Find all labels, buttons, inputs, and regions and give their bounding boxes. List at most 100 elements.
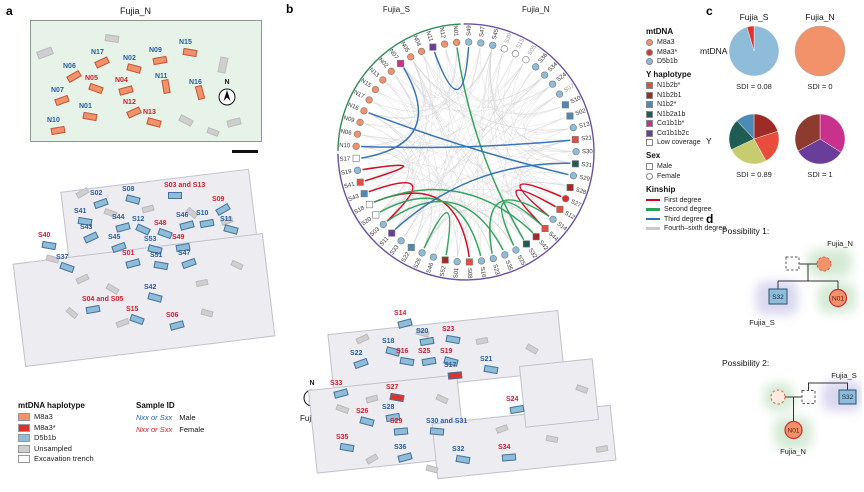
sample-node-S26 <box>418 249 426 257</box>
grave-label: S48 <box>154 220 167 227</box>
grave-label: S01 <box>122 250 135 257</box>
y-haplotype-swatch <box>646 110 653 118</box>
kinship-link-distant <box>403 67 571 141</box>
kinship-link-distant <box>379 49 492 107</box>
legend-item: M8a3 <box>18 413 128 421</box>
kinship-link-distant <box>394 74 441 253</box>
grave-label: N13 <box>143 109 156 116</box>
kinship-link-distant <box>457 70 533 257</box>
grave-label: S19 <box>440 348 453 355</box>
grave-label: N11 <box>155 73 168 80</box>
sdi-y-fujia-n: SDI = 1 <box>807 170 833 179</box>
sample-label-N05: N05 <box>399 41 410 54</box>
pedigree-lines <box>777 263 839 289</box>
kinship-link-degree-1 <box>362 164 405 182</box>
kinship-link-distant <box>361 63 524 147</box>
grave-label: N04 <box>115 77 128 84</box>
kinship-link-distant <box>480 204 542 257</box>
grave-label: S12 <box>132 216 145 223</box>
fujia-n-region-label: Fujia_N <box>780 447 806 456</box>
sample-node-S28 <box>566 183 574 191</box>
grave-label: N02 <box>123 55 136 62</box>
kinship-link-distant <box>527 117 569 136</box>
sample-label-S46: S46 <box>426 261 435 274</box>
scale-bar <box>232 150 258 153</box>
legend-label: M8a3* <box>34 422 56 432</box>
fujia-s-burial-map-panel-a: S02 S08 S03 and S13 S09 S41 S44 S12 S10 S11 S43 S4… <box>12 168 278 390</box>
grave-label: N10 <box>47 117 60 124</box>
compass-letter: N <box>224 79 230 86</box>
grave-rect <box>82 111 98 122</box>
kinship-link-distant <box>510 63 571 164</box>
sample-id-male-row: Nxx or Sxx Male <box>136 413 266 422</box>
kinship-link-distant <box>361 78 542 159</box>
sample-label-S45: S45 <box>492 28 501 40</box>
grave-label: S53 <box>144 236 157 243</box>
grave-label: S20 <box>416 328 429 335</box>
legend-label: Excavation trench <box>34 454 94 464</box>
individual-s32-symbol <box>838 389 857 405</box>
legend-item: Male <box>646 163 730 170</box>
grave-label: S34 <box>498 444 511 451</box>
pie-slice <box>753 131 780 162</box>
excavation-trench <box>12 233 276 367</box>
sample-label-S32: S32 <box>527 248 538 261</box>
sample-label-S19: S19 <box>341 169 353 177</box>
kinship-link-degree-2 <box>386 200 504 251</box>
legend-item: N1b2* <box>646 101 730 108</box>
unsampled-grave <box>226 117 242 128</box>
haplotype-swatch <box>18 413 30 421</box>
sample-label-S42: S42 <box>537 240 549 253</box>
kinship-link-distant <box>518 172 569 226</box>
kinship-link-distant <box>497 53 561 115</box>
column-header-fujia-n: Fujia_N <box>805 12 835 22</box>
sample-id-male-word: Male <box>179 413 196 422</box>
sample-node-S31 <box>571 160 579 168</box>
grave-rect <box>501 453 517 462</box>
panel-c-label: c <box>706 4 713 18</box>
panel-a-label: a <box>6 4 13 18</box>
sample-label-S20: S20 <box>361 216 374 227</box>
sample-node-S14 <box>549 215 557 223</box>
sample-node-S05 <box>522 56 530 64</box>
legend-item: N1b2b* <box>646 82 730 89</box>
grave-rect <box>429 427 445 436</box>
fujia-n-excavation-map: N N17 N02 N09 N15 N06 N05 N04 N11 N16 N07 N01 N12 N1… <box>30 20 262 142</box>
grave-label: S23 <box>442 326 455 333</box>
panel-b-legend: mtDNA M8a3 M8a3* D5b1b Y haplotype N1b2b* N1b2… <box>646 22 730 235</box>
sample-label-S28: S28 <box>575 187 588 196</box>
n01-label: N01 <box>832 296 844 303</box>
sample-label-N07: N07 <box>388 48 400 61</box>
row-header-mtdna: mtDNA <box>700 46 728 56</box>
kinship-link-distant <box>379 78 542 213</box>
fujia-s-arc <box>337 23 595 281</box>
legend-label: N1b2b* <box>657 82 681 89</box>
grave-rect <box>393 427 409 436</box>
legend-item: First degree <box>646 197 730 204</box>
unsampled-grave <box>178 114 194 127</box>
kinship-link-distant <box>515 139 571 234</box>
kinship-link-degree-1 <box>519 183 562 217</box>
compass-icon <box>218 88 236 106</box>
kinship-link-distant <box>362 134 571 164</box>
kinship-link-degree-1 <box>368 181 414 222</box>
kinship-link-distant <box>528 117 572 152</box>
mtdna-swatch <box>646 58 653 65</box>
kinship-link-distant <box>403 47 481 237</box>
sample-id-female-code: Nxx or Sxx <box>136 424 173 434</box>
kinship-link-distant <box>524 96 569 133</box>
grave-label: S06 <box>166 312 179 319</box>
grave-rect <box>194 84 206 101</box>
grave-label: S04 and S05 <box>82 296 124 303</box>
compass-letter: N <box>309 380 315 387</box>
grave-rect <box>168 192 182 199</box>
mtdna-legend-title: mtDNA <box>646 27 674 36</box>
sample-label-S17: S17 <box>339 156 351 163</box>
panel-d-label: d <box>706 212 714 226</box>
sample-label-S27: S27 <box>569 199 582 209</box>
kinship-link-distant <box>386 96 556 222</box>
kinship-link-distant <box>494 53 534 234</box>
kinship-link-degree-1 <box>515 189 556 226</box>
sample-label-N02: N02 <box>377 57 389 70</box>
legend-label: Cα1b1b* <box>657 120 685 127</box>
